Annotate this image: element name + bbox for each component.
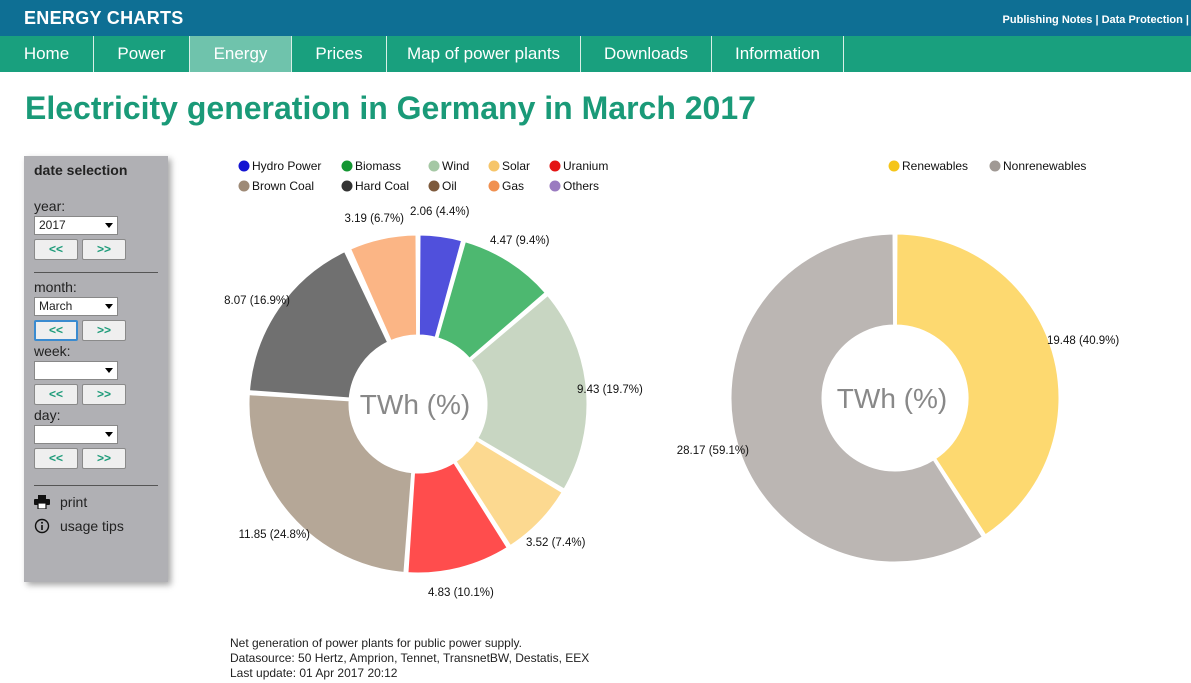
top-bar: ENERGY CHARTS Publishing Notes | Data Pr…	[0, 0, 1191, 36]
legend-item-hydro-power: Hydro Power	[252, 159, 321, 173]
divider	[34, 485, 158, 486]
slice-nonrenewables	[728, 231, 986, 565]
date-selection-panel: date selection year: 2017 << >> month: M…	[24, 156, 168, 582]
main-nav: Home Power Energy Prices Map of power pl…	[0, 36, 1191, 72]
data-label-nonrenewables: 28.17 (59.1%)	[677, 445, 749, 457]
print-button[interactable]: print	[34, 494, 158, 510]
slice-solar	[453, 437, 565, 549]
legend-marker-nonrenewables	[989, 160, 1001, 172]
month-prev-button[interactable]: <<	[34, 320, 78, 341]
footer-line-1: Net generation of power plants for publi…	[230, 636, 522, 650]
usage-tips-button[interactable]: usage tips	[34, 518, 158, 534]
data-label-uranium: 4.83 (10.1%)	[428, 587, 494, 599]
year-select-value: 2017	[39, 218, 66, 232]
slice-uranium	[405, 460, 510, 576]
legend-marker-gas	[488, 180, 500, 192]
data-label-hard-coal: 8.07 (16.9%)	[224, 295, 290, 307]
slice-biomass	[435, 239, 549, 361]
year-label: year:	[34, 198, 66, 214]
legend-item-biomass: Biomass	[355, 159, 401, 173]
chevron-down-icon	[105, 304, 113, 309]
data-label-biomass: 4.47 (9.4%)	[490, 235, 550, 247]
slice-brown-coal	[246, 392, 415, 575]
data-label-hydro-power: 2.06 (4.4%)	[410, 206, 470, 218]
week-next-button[interactable]: >>	[82, 384, 126, 405]
chevron-down-icon	[105, 368, 113, 373]
data-label-solar: 3.52 (7.4%)	[526, 537, 586, 549]
divider	[34, 272, 158, 273]
legend-item-renewables: Renewables	[902, 159, 968, 173]
legend-marker-solar	[488, 160, 500, 172]
legend-item-hard-coal: Hard Coal	[355, 179, 409, 193]
legend-item-others: Others	[563, 179, 599, 193]
month-select[interactable]: March	[34, 297, 118, 316]
legend-marker-renewables	[888, 160, 900, 172]
date-selection-title: date selection	[34, 162, 128, 178]
printer-icon	[34, 495, 50, 509]
nav-power[interactable]: Power	[94, 36, 190, 72]
legend-marker-brown-coal	[238, 180, 250, 192]
print-label: print	[60, 494, 88, 510]
legend-marker-others	[549, 180, 561, 192]
week-label: week:	[34, 343, 71, 359]
usage-tips-label: usage tips	[60, 518, 124, 534]
year-select[interactable]: 2017	[34, 216, 118, 235]
brand-logo[interactable]: ENERGY CHARTS	[24, 8, 184, 28]
footer-line-3: Last update: 01 Apr 2017 20:12	[230, 666, 398, 680]
footer-line-2: Datasource: 50 Hertz, Amprion, Tennet, T…	[230, 651, 590, 665]
day-prev-button[interactable]: <<	[34, 448, 78, 469]
month-select-value: March	[39, 299, 73, 313]
slice-gas	[347, 232, 420, 344]
year-prev-button[interactable]: <<	[34, 239, 78, 260]
legend-marker-hydro-power	[238, 160, 250, 172]
slice-hard-coal	[246, 248, 391, 401]
slice-renewables	[893, 231, 1062, 538]
page-title: Electricity generation in Germany in Mar…	[25, 90, 756, 126]
nav-information[interactable]: Information	[712, 36, 844, 72]
chevron-down-icon	[105, 432, 113, 437]
nav-map-of-power-plants[interactable]: Map of power plants	[387, 36, 581, 72]
info-icon	[34, 518, 50, 534]
day-label: day:	[34, 407, 61, 423]
center-label: TWh (%)	[837, 383, 947, 414]
legend-marker-hard-coal	[341, 180, 353, 192]
legend-item-nonrenewables: Nonrenewables	[1003, 159, 1086, 173]
month-label: month:	[34, 279, 77, 295]
day-select[interactable]	[34, 425, 118, 444]
legend-item-solar: Solar	[502, 159, 530, 173]
nav-downloads[interactable]: Downloads	[581, 36, 712, 72]
legend-marker-uranium	[549, 160, 561, 172]
center-label: TWh (%)	[360, 389, 470, 420]
year-next-button[interactable]: >>	[82, 239, 126, 260]
legend-marker-oil	[428, 180, 440, 192]
chevron-down-icon	[105, 223, 113, 228]
legend-marker-biomass	[341, 160, 353, 172]
nav-home[interactable]: Home	[0, 36, 94, 72]
month-next-button[interactable]: >>	[82, 320, 126, 341]
day-next-button[interactable]: >>	[82, 448, 126, 469]
nav-prices[interactable]: Prices	[292, 36, 387, 72]
header-links[interactable]: Publishing Notes | Data Protection |	[1002, 14, 1189, 26]
data-label-brown-coal: 11.85 (24.8%)	[239, 529, 311, 541]
data-label-renewables: 19.48 (40.9%)	[1047, 335, 1119, 347]
week-prev-button[interactable]: <<	[34, 384, 78, 405]
legend-item-uranium: Uranium	[563, 159, 608, 173]
legend-item-gas: Gas	[502, 179, 524, 193]
data-label-wind: 9.43 (19.7%)	[577, 384, 643, 396]
data-label-gas: 3.19 (6.7%)	[345, 213, 405, 225]
nav-energy[interactable]: Energy	[190, 36, 292, 72]
legend-item-oil: Oil	[442, 179, 457, 193]
footer-note: Net generation of power plants for publi…	[230, 636, 589, 681]
week-select[interactable]	[34, 361, 118, 380]
legend-item-wind: Wind	[442, 159, 469, 173]
legend-item-brown-coal: Brown Coal	[252, 179, 314, 193]
legend-marker-wind	[428, 160, 440, 172]
slice-wind	[468, 292, 590, 492]
